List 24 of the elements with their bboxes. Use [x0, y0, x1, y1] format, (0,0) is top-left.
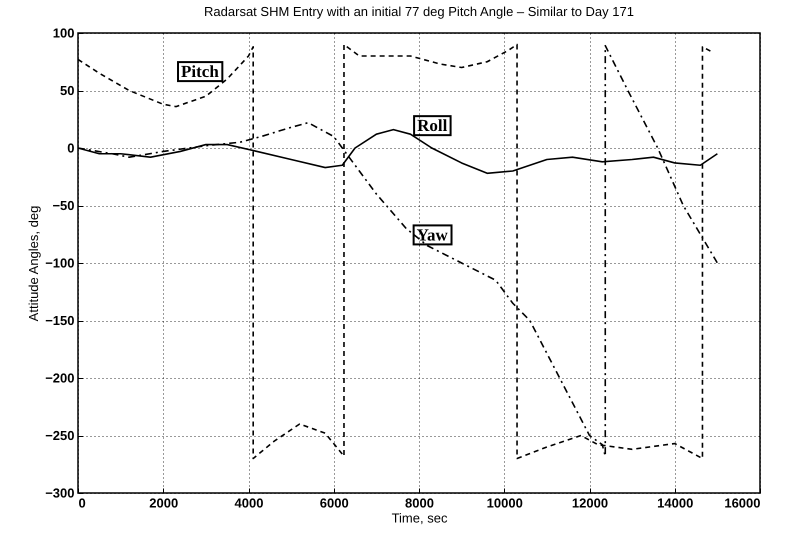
series-label: Pitch — [181, 62, 220, 82]
y-tick-label: 50 — [60, 83, 74, 98]
x-tick-label: 8000 — [405, 496, 434, 510]
x-tick-label: 10000 — [486, 496, 523, 510]
chart-title: Radarsat SHM Entry with an initial 77 deg Pitch Angle – Similar to Day 171 — [204, 4, 634, 19]
x-tick-label: 12000 — [572, 496, 608, 510]
x-tick-label: 16000 — [724, 496, 760, 510]
y-tick-label: −50 — [52, 198, 74, 213]
y-tick-label: 100 — [52, 26, 74, 40]
y-tick-label: −200 — [45, 370, 74, 386]
series-label: Yaw — [416, 225, 449, 244]
x-tick-label: 4000 — [234, 496, 264, 510]
y-tick-label: −300 — [45, 486, 74, 500]
y-tick-label: 0 — [67, 140, 74, 156]
x-tick-label: 14000 — [657, 496, 694, 510]
y-tick-label: −250 — [45, 428, 74, 443]
x-tick-label: 0 — [78, 496, 86, 510]
x-tick-label: 2000 — [149, 496, 178, 510]
y-tick-label: −150 — [45, 313, 74, 328]
x-tick-label: 6000 — [320, 496, 349, 510]
x-axis-title: Time, sec — [392, 510, 448, 526]
y-axis-title: Attitude Angles, deg — [26, 206, 42, 322]
series-label: Roll — [417, 116, 448, 136]
y-tick-label: −100 — [45, 256, 74, 270]
